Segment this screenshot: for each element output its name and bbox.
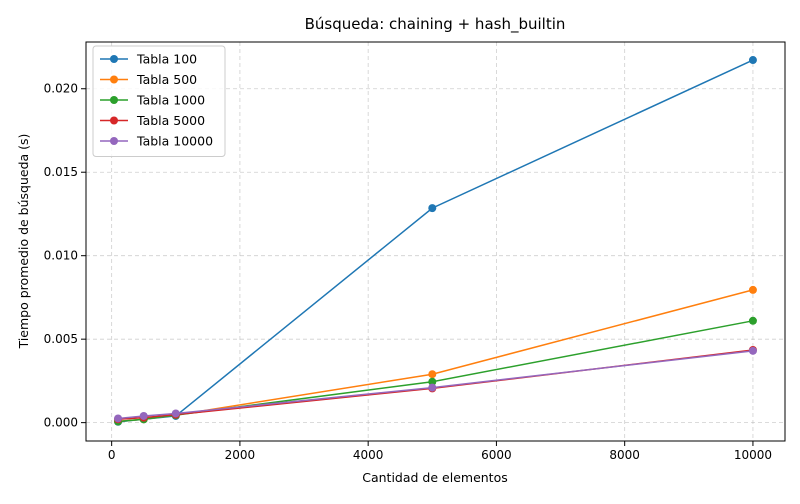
x-tick-label: 2000 bbox=[225, 448, 256, 462]
series-group bbox=[114, 56, 757, 426]
legend: Tabla 100 Tabla 500 Tabla 1000 Tabla 5000 Ta… bbox=[92, 45, 226, 157]
data-point bbox=[171, 409, 180, 418]
y-tick-label: 0.010 bbox=[44, 249, 78, 263]
plot-frame bbox=[85, 41, 786, 442]
legend-item: Tabla 1000 bbox=[100, 93, 205, 108]
grid bbox=[86, 42, 785, 441]
legend-marker bbox=[110, 137, 118, 145]
legend-label: Tabla 1000 bbox=[136, 93, 205, 108]
y-axis-label: Tiempo promedio de búsqueda (s) bbox=[16, 134, 31, 350]
y-tick-label: 0.020 bbox=[44, 82, 78, 96]
y-tick-label: 0.005 bbox=[44, 332, 78, 346]
data-point bbox=[139, 411, 148, 420]
y-tick-label: 0.000 bbox=[44, 416, 78, 430]
legend-label: Tabla 500 bbox=[136, 72, 197, 87]
x-tick-label: 10000 bbox=[734, 448, 772, 462]
data-point bbox=[748, 56, 757, 65]
legend-label: Tabla 10000 bbox=[136, 134, 213, 149]
x-tick-label: 6000 bbox=[481, 448, 512, 462]
legend-item: Tabla 5000 bbox=[100, 113, 205, 128]
series-tabla-10000 bbox=[114, 346, 757, 423]
data-point bbox=[748, 346, 757, 355]
legend-item: Tabla 500 bbox=[100, 72, 197, 87]
data-point bbox=[114, 414, 123, 423]
y-tick-label: 0.015 bbox=[44, 165, 78, 179]
data-point bbox=[428, 370, 437, 379]
data-point bbox=[748, 316, 757, 325]
x-axis-label: Cantidad de elementos bbox=[362, 470, 508, 485]
legend-label: Tabla 100 bbox=[136, 52, 197, 67]
data-point bbox=[748, 285, 757, 294]
legend-marker bbox=[110, 75, 118, 84]
data-point bbox=[428, 204, 437, 213]
legend-item: Tabla 10000 bbox=[100, 134, 213, 149]
x-tick-label: 0 bbox=[108, 448, 116, 462]
data-point bbox=[428, 383, 437, 392]
legend-marker bbox=[110, 96, 118, 104]
x-tick-label: 8000 bbox=[609, 448, 640, 462]
legend-label: Tabla 5000 bbox=[136, 113, 205, 128]
legend-marker bbox=[110, 116, 118, 125]
legend-item: Tabla 100 bbox=[100, 52, 197, 67]
legend-box bbox=[92, 45, 226, 157]
axes: 0 2000 4000 6000 8000 10000 0.000 0.005 0.010 0.0… bbox=[44, 82, 772, 462]
chart-title: Búsqueda: chaining + hash_builtin bbox=[305, 15, 566, 34]
x-tick-label: 4000 bbox=[353, 448, 384, 462]
data-point bbox=[428, 377, 437, 386]
legend-marker bbox=[110, 55, 118, 63]
